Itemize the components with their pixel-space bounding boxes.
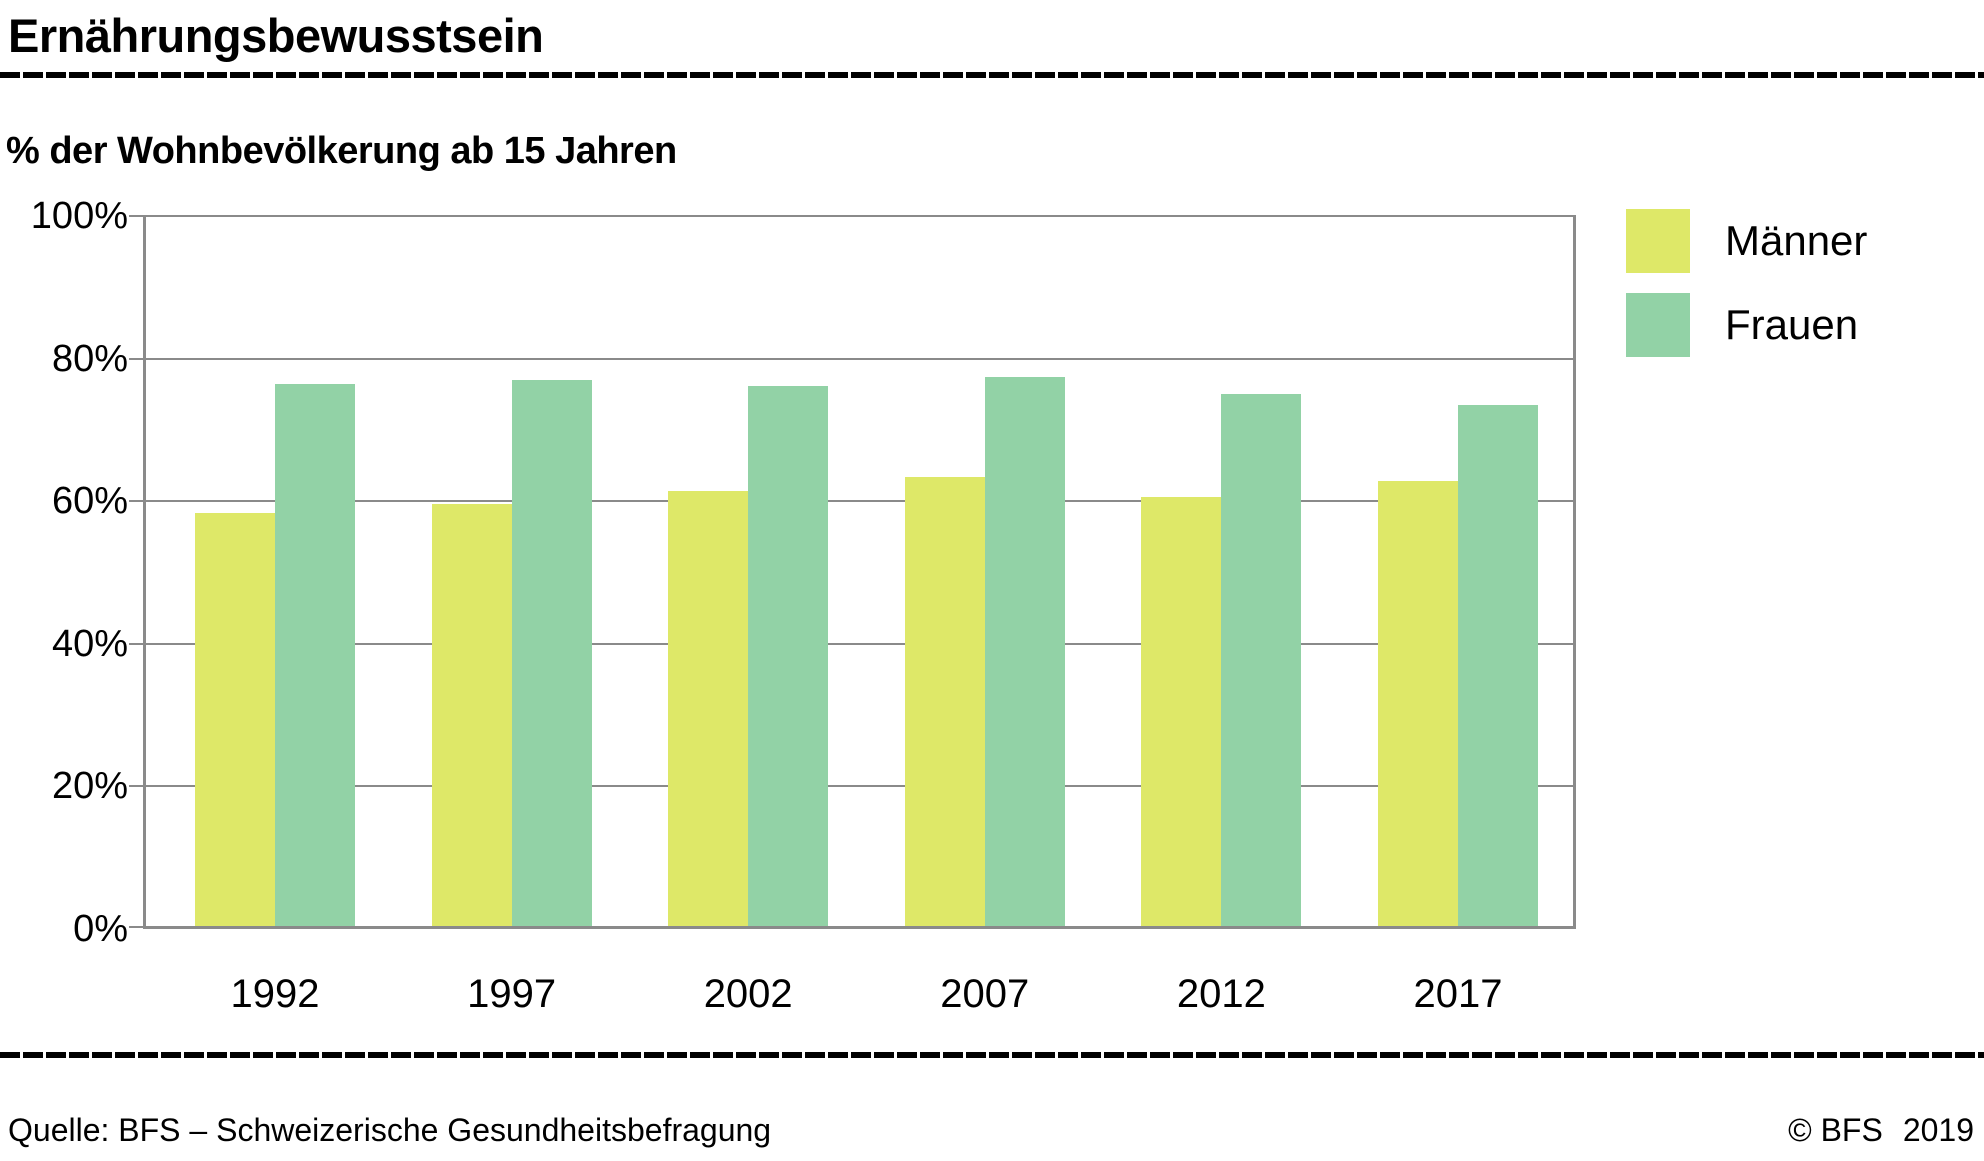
legend-swatch-frauen	[1626, 293, 1690, 357]
y-tick-label-80: 80%	[51, 337, 128, 380]
x-tick-label-2012: 2012	[1176, 972, 1266, 1016]
bar-maenner-2007	[904, 476, 985, 929]
x-tick-label-2017: 2017	[1413, 972, 1503, 1016]
legend-label-frauen: Frauen	[1725, 301, 1859, 348]
y-tick-label-0: 0%	[73, 908, 128, 950]
page-title: Ernährungsbewusstsein	[8, 9, 544, 62]
y-tick-label-60: 60%	[51, 480, 128, 523]
x-axis-line	[143, 926, 1576, 929]
bar-maenner-1992	[195, 512, 275, 929]
legend-swatch-maenner	[1626, 209, 1690, 273]
footer-copyright: © BFS 2019	[1788, 1112, 1974, 1149]
y-tick-60	[129, 500, 143, 503]
bar-maenner-2017	[1378, 480, 1458, 929]
gridline-20	[143, 785, 1576, 788]
footer-source: Quelle: BFS – Schweizerische Gesundheits…	[8, 1112, 772, 1148]
legend-label-maenner: Männer	[1725, 217, 1868, 264]
top-divider	[0, 72, 1984, 78]
y-axis-line	[143, 216, 146, 929]
bar-maenner-1997	[431, 504, 512, 929]
y-tick-label-100: 100%	[30, 195, 128, 237]
y-tick-0	[129, 926, 143, 928]
bar-frauen-1992	[275, 384, 355, 929]
x-tick-label-1997: 1997	[467, 972, 557, 1016]
bar-maenner-2012	[1141, 496, 1222, 929]
y-tick-80	[129, 357, 143, 360]
y-tick-label-40: 40%	[51, 622, 128, 665]
bar-frauen-2012	[1221, 394, 1302, 929]
x-tick-label-1992: 1992	[230, 972, 320, 1016]
gridline-100	[143, 215, 1576, 217]
bar-frauen-2002	[748, 386, 829, 929]
plot-right-border	[1573, 216, 1576, 929]
plot-area	[129, 215, 1576, 929]
x-tick-label-2002: 2002	[703, 972, 793, 1016]
bar-frauen-2007	[984, 377, 1065, 929]
chart-subtitle: % der Wohnbevölkerung ab 15 Jahren	[6, 130, 677, 172]
y-tick-40	[129, 642, 143, 645]
copyright-label: © BFS	[1788, 1112, 1883, 1148]
bottom-divider	[0, 1052, 1984, 1058]
copyright-year: 2019	[1902, 1112, 1974, 1148]
gridline-80	[143, 357, 1576, 360]
y-tick-20	[129, 785, 143, 788]
gridline-40	[143, 642, 1576, 645]
gridline-60	[143, 500, 1576, 503]
bar-maenner-2002	[668, 490, 749, 929]
x-tick-label-2007: 2007	[940, 972, 1030, 1016]
y-tick-label-20: 20%	[51, 765, 128, 808]
bar-frauen-1997	[511, 380, 592, 929]
y-tick-100	[129, 215, 143, 217]
bar-frauen-2017	[1458, 404, 1538, 929]
